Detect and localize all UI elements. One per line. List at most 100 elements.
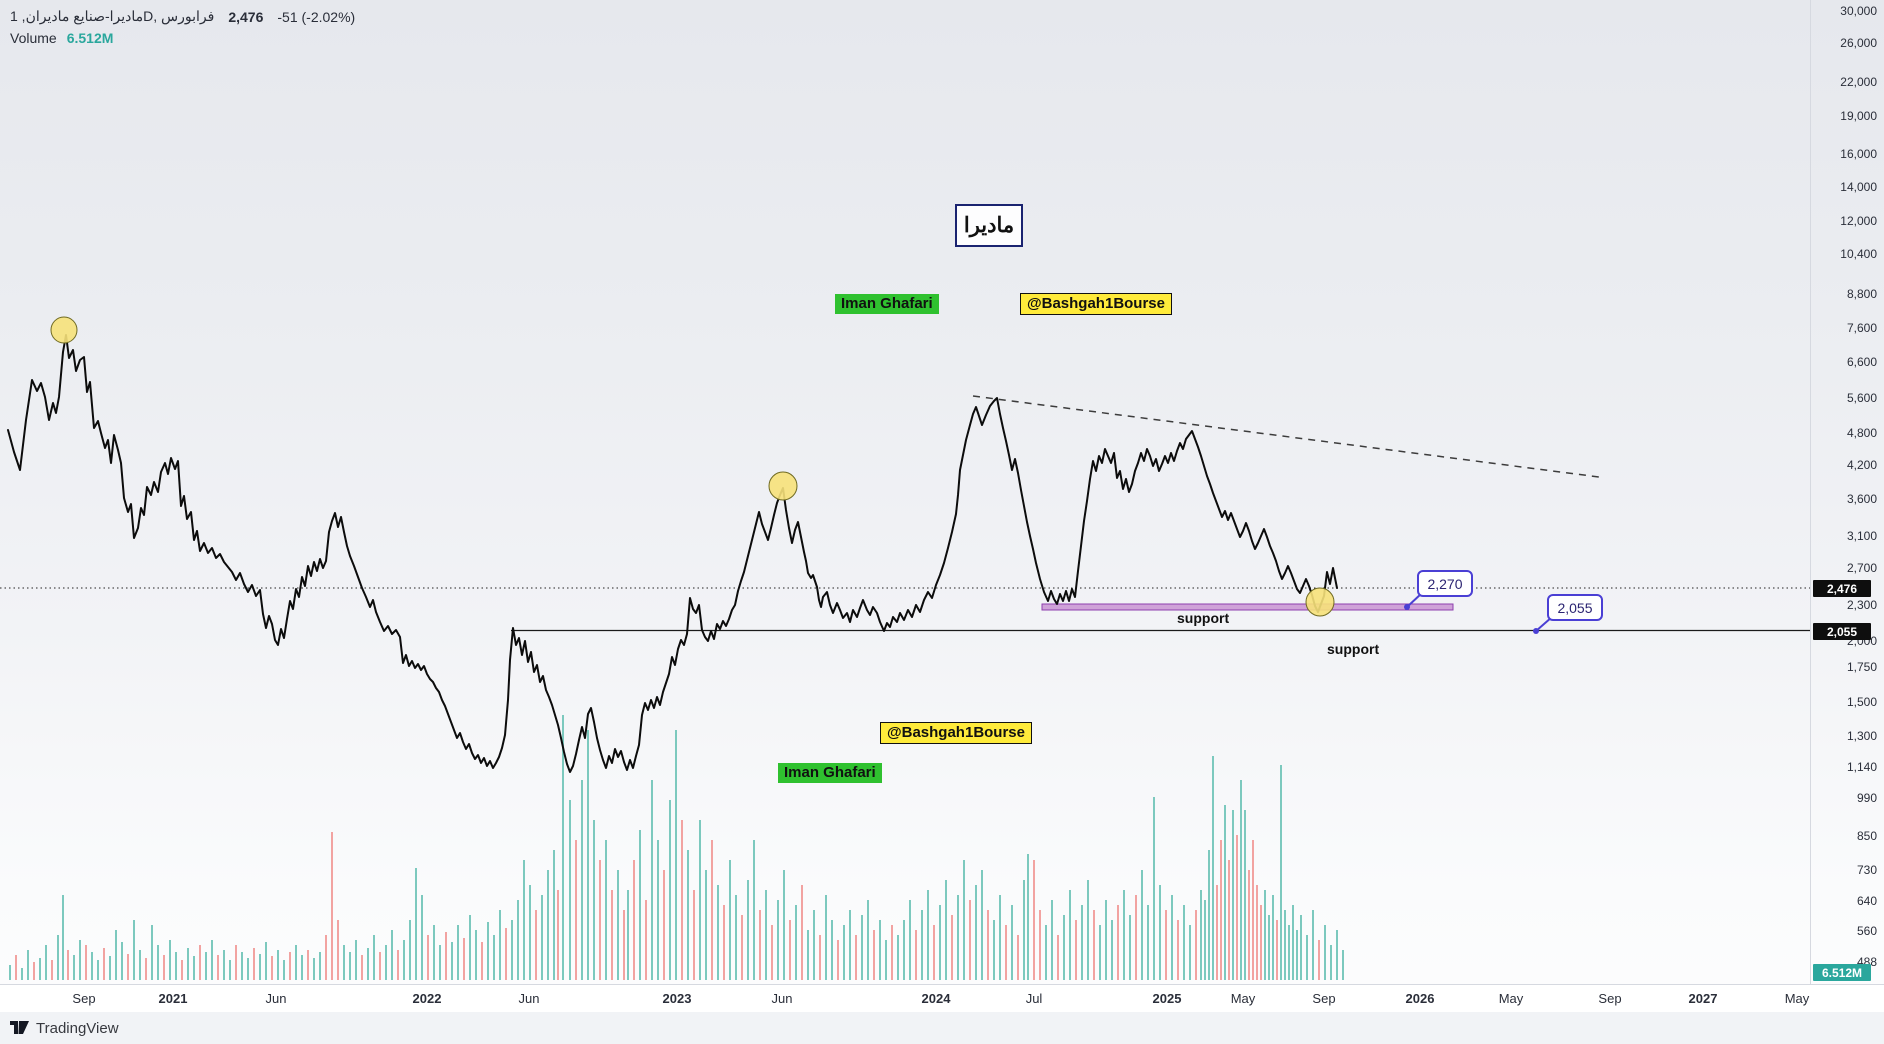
volume-bar [439,945,441,980]
price-line [7,334,1338,773]
volume-bar [21,968,23,980]
volume-badge: 6.512M [1813,964,1871,981]
volume-bar [699,820,701,980]
volume-bar [783,870,785,980]
volume-bar [181,960,183,980]
volume-bar [1280,765,1282,980]
volume-bar [127,954,129,980]
volume-bar [575,840,577,980]
volume-bar [445,932,447,980]
volume-bar [693,890,695,980]
time-tick-label: Jul [1025,991,1043,1006]
volume-bar [593,820,595,980]
descending-trendline[interactable] [972,395,1600,478]
volume-bar [217,955,219,980]
volume-bar [199,945,201,980]
volume-bar [999,895,1001,980]
callout-anchor-dot [1533,628,1539,634]
price-tick-label: 12,000 [1840,214,1877,228]
volume-bar [289,952,291,980]
volume-bar [1232,810,1234,980]
volume-bar [735,895,737,980]
volume-bar [623,910,625,980]
volume-bar [1324,925,1326,980]
support-text-2055[interactable]: support [1327,641,1380,657]
volume-bar [103,948,105,980]
volume-bar [1063,915,1065,980]
price-callout-2055[interactable]: 2,055 [1547,594,1603,621]
support-text-2270[interactable]: support [1177,610,1230,626]
volume-bar [379,952,381,980]
price-tick-label: 6,600 [1846,355,1877,369]
symbol-title-box-text: مادیرا [963,214,1015,237]
author-label-bottom[interactable]: Iman Ghafari [778,763,882,783]
symbol-title-box-drawing[interactable]: مادیرا [955,204,1023,247]
volume-bar [325,935,327,980]
volume-bar [611,890,613,980]
symbol-legend-row[interactable]: مادیرا-صنایع مادیران, 1D, فرابورس 2,476 … [10,8,355,25]
volume-bar [91,952,93,980]
volume-bar [885,940,887,980]
volume-bar [139,950,141,980]
volume-bar [1268,915,1270,980]
volume-bar [1276,920,1278,980]
volume-bar [617,870,619,980]
volume-bar [933,925,935,980]
volume-bar [9,965,11,980]
time-tick-label: May [1230,991,1256,1006]
channel-label-top[interactable]: @Bashgah1Bourse [1020,293,1172,315]
volume-bar [85,945,87,980]
volume-bar [1165,910,1167,980]
volume-bar [1105,900,1107,980]
price-tick-label: 22,000 [1840,75,1877,89]
volume-bar [1017,935,1019,980]
volume-bar [951,915,953,980]
volume-legend-row[interactable]: Volume 6.512M [10,30,355,46]
volume-bar [313,958,315,980]
volume-bar [669,800,671,980]
volume-bar [163,955,165,980]
volume-bar [15,955,17,980]
highlight-circle[interactable] [768,471,798,501]
channel-label-bottom[interactable]: @Bashgah1Bourse [880,722,1032,744]
volume-bar [963,860,965,980]
volume-bar [1069,890,1071,980]
time-tick-label: Sep [1598,991,1622,1006]
tradingview-logo[interactable]: TradingView [10,1020,119,1037]
volume-bar [481,942,483,980]
price-tick-label: 10,400 [1840,247,1877,261]
volume-bar [57,935,59,980]
volume-bar [133,920,135,980]
volume-bar [1129,915,1131,980]
volume-bar [903,920,905,980]
volume-bar [51,960,53,980]
highlight-circle[interactable] [50,316,78,344]
time-axis[interactable]: Sep 2021 Jun 2022 Jun 2023 Jun 2024 Jul 2025 May Se… [0,984,1884,1013]
support-band-2270[interactable] [1041,603,1454,611]
volume-bar [1292,905,1294,980]
highlight-circle[interactable] [1305,587,1335,617]
volume-bar [675,730,677,980]
volume-bar [819,935,821,980]
volume-bar [789,920,791,980]
volume-bar [1330,945,1332,980]
volume-bar [843,925,845,980]
price-tick-label: 990 [1856,791,1877,805]
volume-bar [747,880,749,980]
volume-bar [969,900,971,980]
price-tick-label: 2,300 [1846,598,1877,612]
time-tick-label: 2027 [1688,991,1718,1006]
price-tick-label: 1,500 [1846,695,1877,709]
price-callout-2270[interactable]: 2,270 [1417,570,1473,597]
volume-bar [1228,860,1230,980]
symbol-title[interactable]: مادیرا-صنایع مادیران, 1D, فرابورس [10,8,214,25]
volume-bar [553,850,555,980]
volume-bar [331,832,333,980]
volume-bar [307,950,309,980]
volume-bar [1220,840,1222,980]
price-axis[interactable]: 2,476 2,055 6.512M 30,000 26,000 22,000 19,… [1810,0,1884,984]
author-label-top[interactable]: Iman Ghafari [835,294,939,314]
volume-bar [849,910,851,980]
time-tick-label: 2026 [1405,991,1435,1006]
